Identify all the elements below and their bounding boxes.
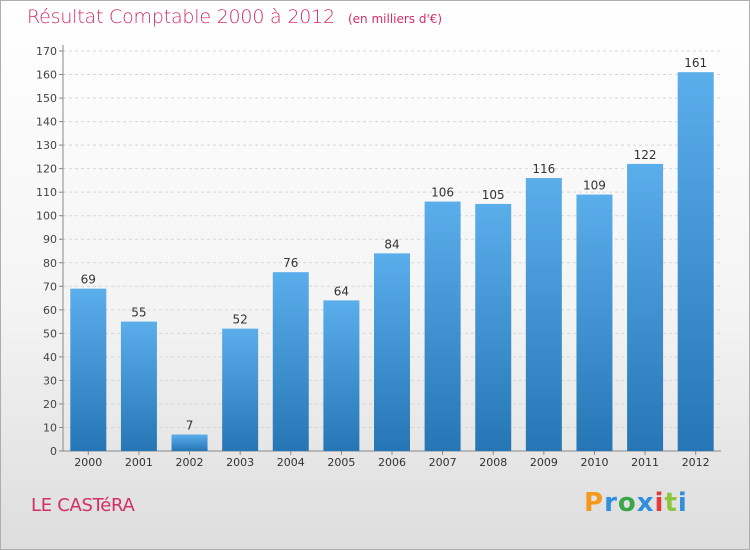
y-tick-label: 110 xyxy=(36,186,57,199)
brand-letter: P xyxy=(584,488,605,518)
x-tick-label-2009: 2009 xyxy=(530,456,558,469)
x-tick-label-2003: 2003 xyxy=(226,456,254,469)
x-tick-label-2010: 2010 xyxy=(580,456,608,469)
brand-letter: x xyxy=(636,488,655,518)
brand-letter: o xyxy=(617,488,637,518)
y-tick-label: 100 xyxy=(36,210,57,223)
y-tick-label: 120 xyxy=(36,163,57,176)
y-tick-label: 30 xyxy=(43,374,57,387)
place-name: LE CASTéRA xyxy=(31,495,135,516)
bar-2005 xyxy=(323,300,360,451)
x-tick-label-2002: 2002 xyxy=(176,456,204,469)
bar-2001 xyxy=(120,321,157,451)
bar-2003 xyxy=(222,328,259,451)
y-tick-label: 70 xyxy=(43,280,57,293)
x-tick-label-2001: 2001 xyxy=(125,456,153,469)
y-tick-label: 0 xyxy=(50,445,57,458)
chart-title: Résultat Comptable 2000 à 2012 xyxy=(27,6,335,28)
value-label-2010: 109 xyxy=(583,179,606,193)
bar-2010 xyxy=(576,194,613,451)
y-tick-label: 10 xyxy=(43,421,57,434)
brand-letter: i xyxy=(677,488,688,518)
brand-letter: i xyxy=(654,488,665,518)
y-tick-label: 160 xyxy=(36,69,57,82)
value-label-2011: 122 xyxy=(634,148,657,162)
bar-2006 xyxy=(374,253,410,451)
bar-2002 xyxy=(171,434,208,451)
bar-2009 xyxy=(525,178,562,451)
brand-logo: Proxiti xyxy=(584,488,688,518)
brand-letter: r xyxy=(604,488,618,518)
y-tick-label: 140 xyxy=(36,116,57,129)
x-tick-label-2008: 2008 xyxy=(479,456,507,469)
y-tick-label: 80 xyxy=(43,257,57,270)
brand-letter: t xyxy=(664,488,678,518)
value-label-2004: 76 xyxy=(283,256,298,270)
value-label-2005: 64 xyxy=(334,284,349,298)
bar-2004 xyxy=(272,272,309,451)
value-label-2008: 105 xyxy=(482,188,505,202)
bars xyxy=(70,72,714,452)
x-tick-label-2012: 2012 xyxy=(682,456,710,469)
bar-2008 xyxy=(475,203,512,451)
value-label-2012: 161 xyxy=(684,56,707,70)
y-tick-label: 20 xyxy=(43,398,57,411)
value-label-2001: 55 xyxy=(131,306,146,320)
y-tick-label: 150 xyxy=(36,92,57,105)
y-tick-label: 170 xyxy=(36,45,57,58)
y-tick-label: 130 xyxy=(36,139,57,152)
bar-2000 xyxy=(70,288,107,451)
y-tick-label: 40 xyxy=(43,351,57,364)
y-tick-label: 90 xyxy=(43,233,57,246)
labels: 0 10 20 30 40 50 60 70 80 90 100 110 120 130 140 150 160… xyxy=(36,45,710,469)
bar-2011 xyxy=(627,163,664,452)
value-label-2006: 84 xyxy=(384,237,399,251)
title-row: Résultat Comptable 2000 à 2012 (en milli… xyxy=(27,6,442,28)
bar-2007 xyxy=(424,201,461,451)
x-tick-label-2005: 2005 xyxy=(327,456,355,469)
value-label-2007: 106 xyxy=(431,186,454,200)
value-label-2002: 7 xyxy=(186,419,194,433)
value-label-2009: 116 xyxy=(532,162,555,176)
x-tick-label-2007: 2007 xyxy=(429,456,457,469)
value-label-2003: 52 xyxy=(233,313,248,327)
bar-2012 xyxy=(677,72,714,452)
y-tick-label: 60 xyxy=(43,304,57,317)
chart-unit: (en milliers d'€) xyxy=(347,12,443,26)
x-tick-label-2000: 2000 xyxy=(74,456,102,469)
x-tick-label-2011: 2011 xyxy=(631,456,659,469)
y-tick-label: 50 xyxy=(43,327,57,340)
x-tick-label-2006: 2006 xyxy=(378,456,406,469)
value-label-2000: 69 xyxy=(81,273,96,287)
x-tick-label-2004: 2004 xyxy=(277,456,305,469)
